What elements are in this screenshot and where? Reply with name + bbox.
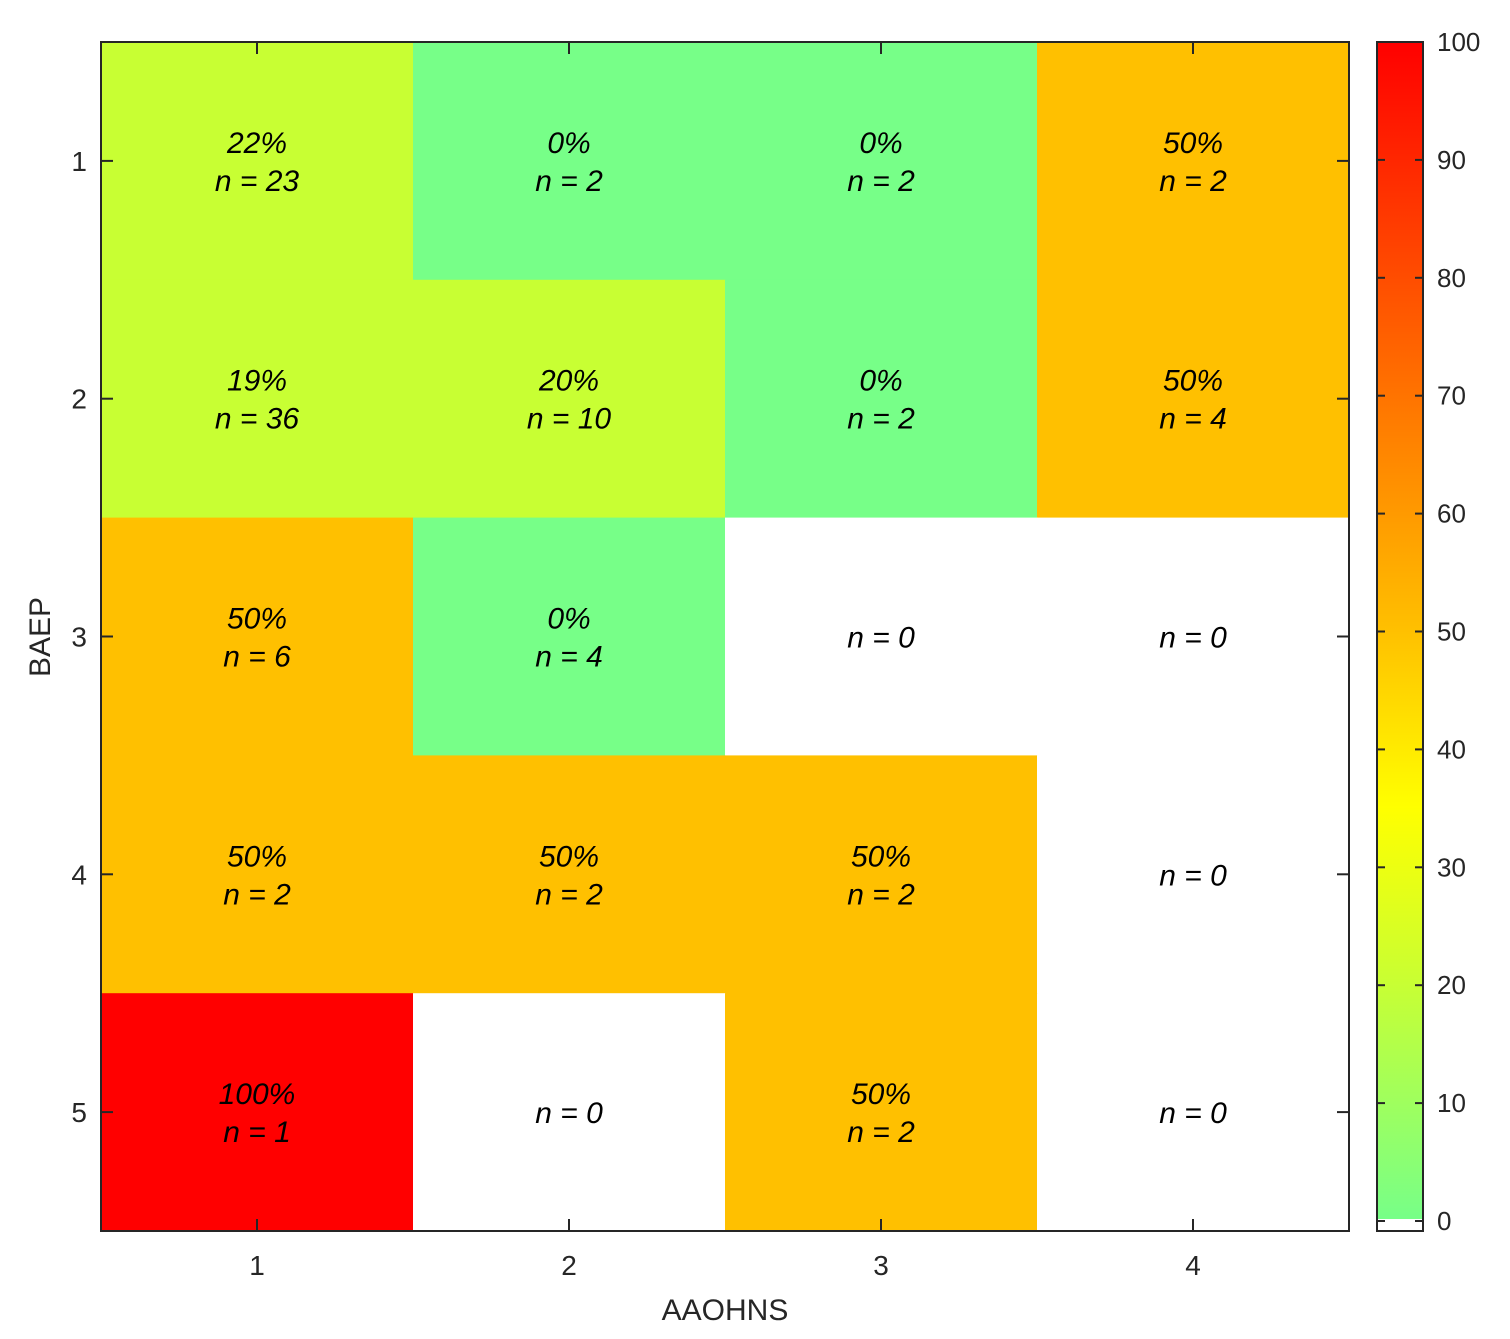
x-axis-label: AAOHNS [662, 1294, 789, 1327]
colorbar-tick-label: 100 [1437, 27, 1480, 57]
cell-count-label: n = 0 [1159, 1097, 1227, 1130]
heatmap-cell [413, 993, 726, 1232]
heatmap-cell [101, 993, 414, 1232]
colorbar-tick-label: 30 [1437, 852, 1466, 882]
cell-percent-label: 0% [859, 365, 902, 398]
heatmap-cell [101, 279, 414, 519]
heatmap-cell [725, 755, 1038, 994]
y-tick-label: 3 [71, 622, 87, 653]
x-tick-label: 1 [249, 1250, 265, 1281]
colorbar-ticks: 0 10 20 30 40 50 60 70 80 90 100 [1377, 27, 1480, 1236]
cell-count-label: n = 0 [1159, 622, 1227, 655]
cell-percent-label: 50% [539, 840, 599, 873]
cell-count-label: n = 2 [535, 878, 603, 911]
cell-count-label: n = 2 [847, 165, 915, 198]
cell-percent-label: 0% [859, 127, 902, 160]
heatmap-cell [725, 279, 1038, 519]
cell-percent-label: 50% [227, 840, 287, 873]
cell-percent-label: 20% [538, 365, 599, 398]
colorbar-tick-label: 80 [1437, 263, 1466, 293]
cell-count-label: n = 0 [535, 1097, 603, 1130]
cell-percent-label: 50% [851, 840, 911, 873]
y-tick-label: 2 [71, 384, 87, 415]
axis-ticks [101, 42, 1349, 1231]
cell-count-label: n = 6 [223, 641, 291, 674]
heatmap-cell [725, 993, 1038, 1232]
colorbar-tick-label: 20 [1437, 970, 1466, 1000]
heatmap-cell [413, 755, 726, 994]
y-tick-label: 1 [71, 146, 87, 177]
colorbar-tick-label: 10 [1437, 1088, 1466, 1118]
heatmap-cells: 22% n = 23 0% n = 2 0% n = 2 50% n = 2 19% n = 36… [101, 42, 1350, 1232]
cell-count-label: n = 2 [847, 878, 915, 911]
colorbar: 0 10 20 30 40 50 60 70 80 90 100 [1376, 27, 1480, 1236]
heatmap-cell [725, 517, 1038, 756]
cell-percent-label: 100% [219, 1078, 296, 1111]
heatmap-cell [1037, 517, 1350, 756]
heatmap-cell [1037, 755, 1350, 994]
cell-count-label: n = 2 [847, 403, 915, 436]
cell-percent-label: 0% [547, 603, 590, 636]
cell-percent-label: 50% [1163, 127, 1223, 160]
cell-count-label: n = 0 [1159, 859, 1227, 892]
colorbar-tick-label: 70 [1437, 381, 1466, 411]
cell-count-label: n = 10 [527, 403, 612, 436]
cell-count-label: n = 1 [223, 1116, 291, 1149]
cell-count-label: n = 4 [535, 641, 603, 674]
heatmap-cell [413, 42, 726, 281]
heatmap-cell [1037, 993, 1350, 1232]
y-tick-label: 5 [71, 1097, 87, 1128]
cell-count-label: n = 23 [215, 165, 300, 198]
heatmap-cell [101, 755, 414, 994]
x-tick-labels: 1 2 3 4 [249, 1250, 1201, 1281]
colorbar-tick-label: 90 [1437, 145, 1466, 175]
x-tick-label: 4 [1185, 1250, 1201, 1281]
cell-percent-label: 50% [227, 603, 287, 636]
cell-count-label: n = 0 [847, 622, 915, 655]
cell-count-label: n = 2 [535, 165, 603, 198]
colorbar-zero-band [1377, 1219, 1423, 1231]
cell-count-label: n = 2 [847, 1116, 915, 1149]
cell-count-label: n = 4 [1159, 403, 1227, 436]
cell-percent-label: 50% [851, 1078, 911, 1111]
colorbar-tick-label: 50 [1437, 617, 1466, 647]
y-tick-labels: 1 2 3 4 5 [71, 146, 87, 1128]
heatmap-cell [413, 517, 726, 756]
colorbar-tick-label: 40 [1437, 734, 1466, 764]
heatmap-cell [413, 279, 726, 519]
cell-percent-label: 50% [1163, 365, 1223, 398]
cell-count-label: n = 36 [215, 403, 300, 436]
cell-count-label: n = 2 [223, 878, 291, 911]
colorbar-tick-label: 60 [1437, 499, 1466, 529]
cell-count-label: n = 2 [1159, 165, 1227, 198]
colorbar-frame [1376, 41, 1424, 1232]
x-tick-label: 3 [873, 1250, 889, 1281]
x-tick-label: 2 [561, 1250, 577, 1281]
heatmap-cell [101, 42, 414, 281]
y-axis-label: BAEP [24, 597, 57, 677]
heatmap-cell [1037, 42, 1350, 281]
heatmap-cell [1037, 279, 1350, 519]
colorbar-tick-label: 0 [1437, 1206, 1451, 1236]
cell-percent-label: 19% [227, 365, 287, 398]
heatmap-cell [101, 517, 414, 756]
cell-percent-label: 0% [547, 127, 590, 160]
cell-percent-label: 22% [226, 127, 287, 160]
y-tick-label: 4 [71, 859, 87, 890]
heatmap-cell [725, 42, 1038, 281]
